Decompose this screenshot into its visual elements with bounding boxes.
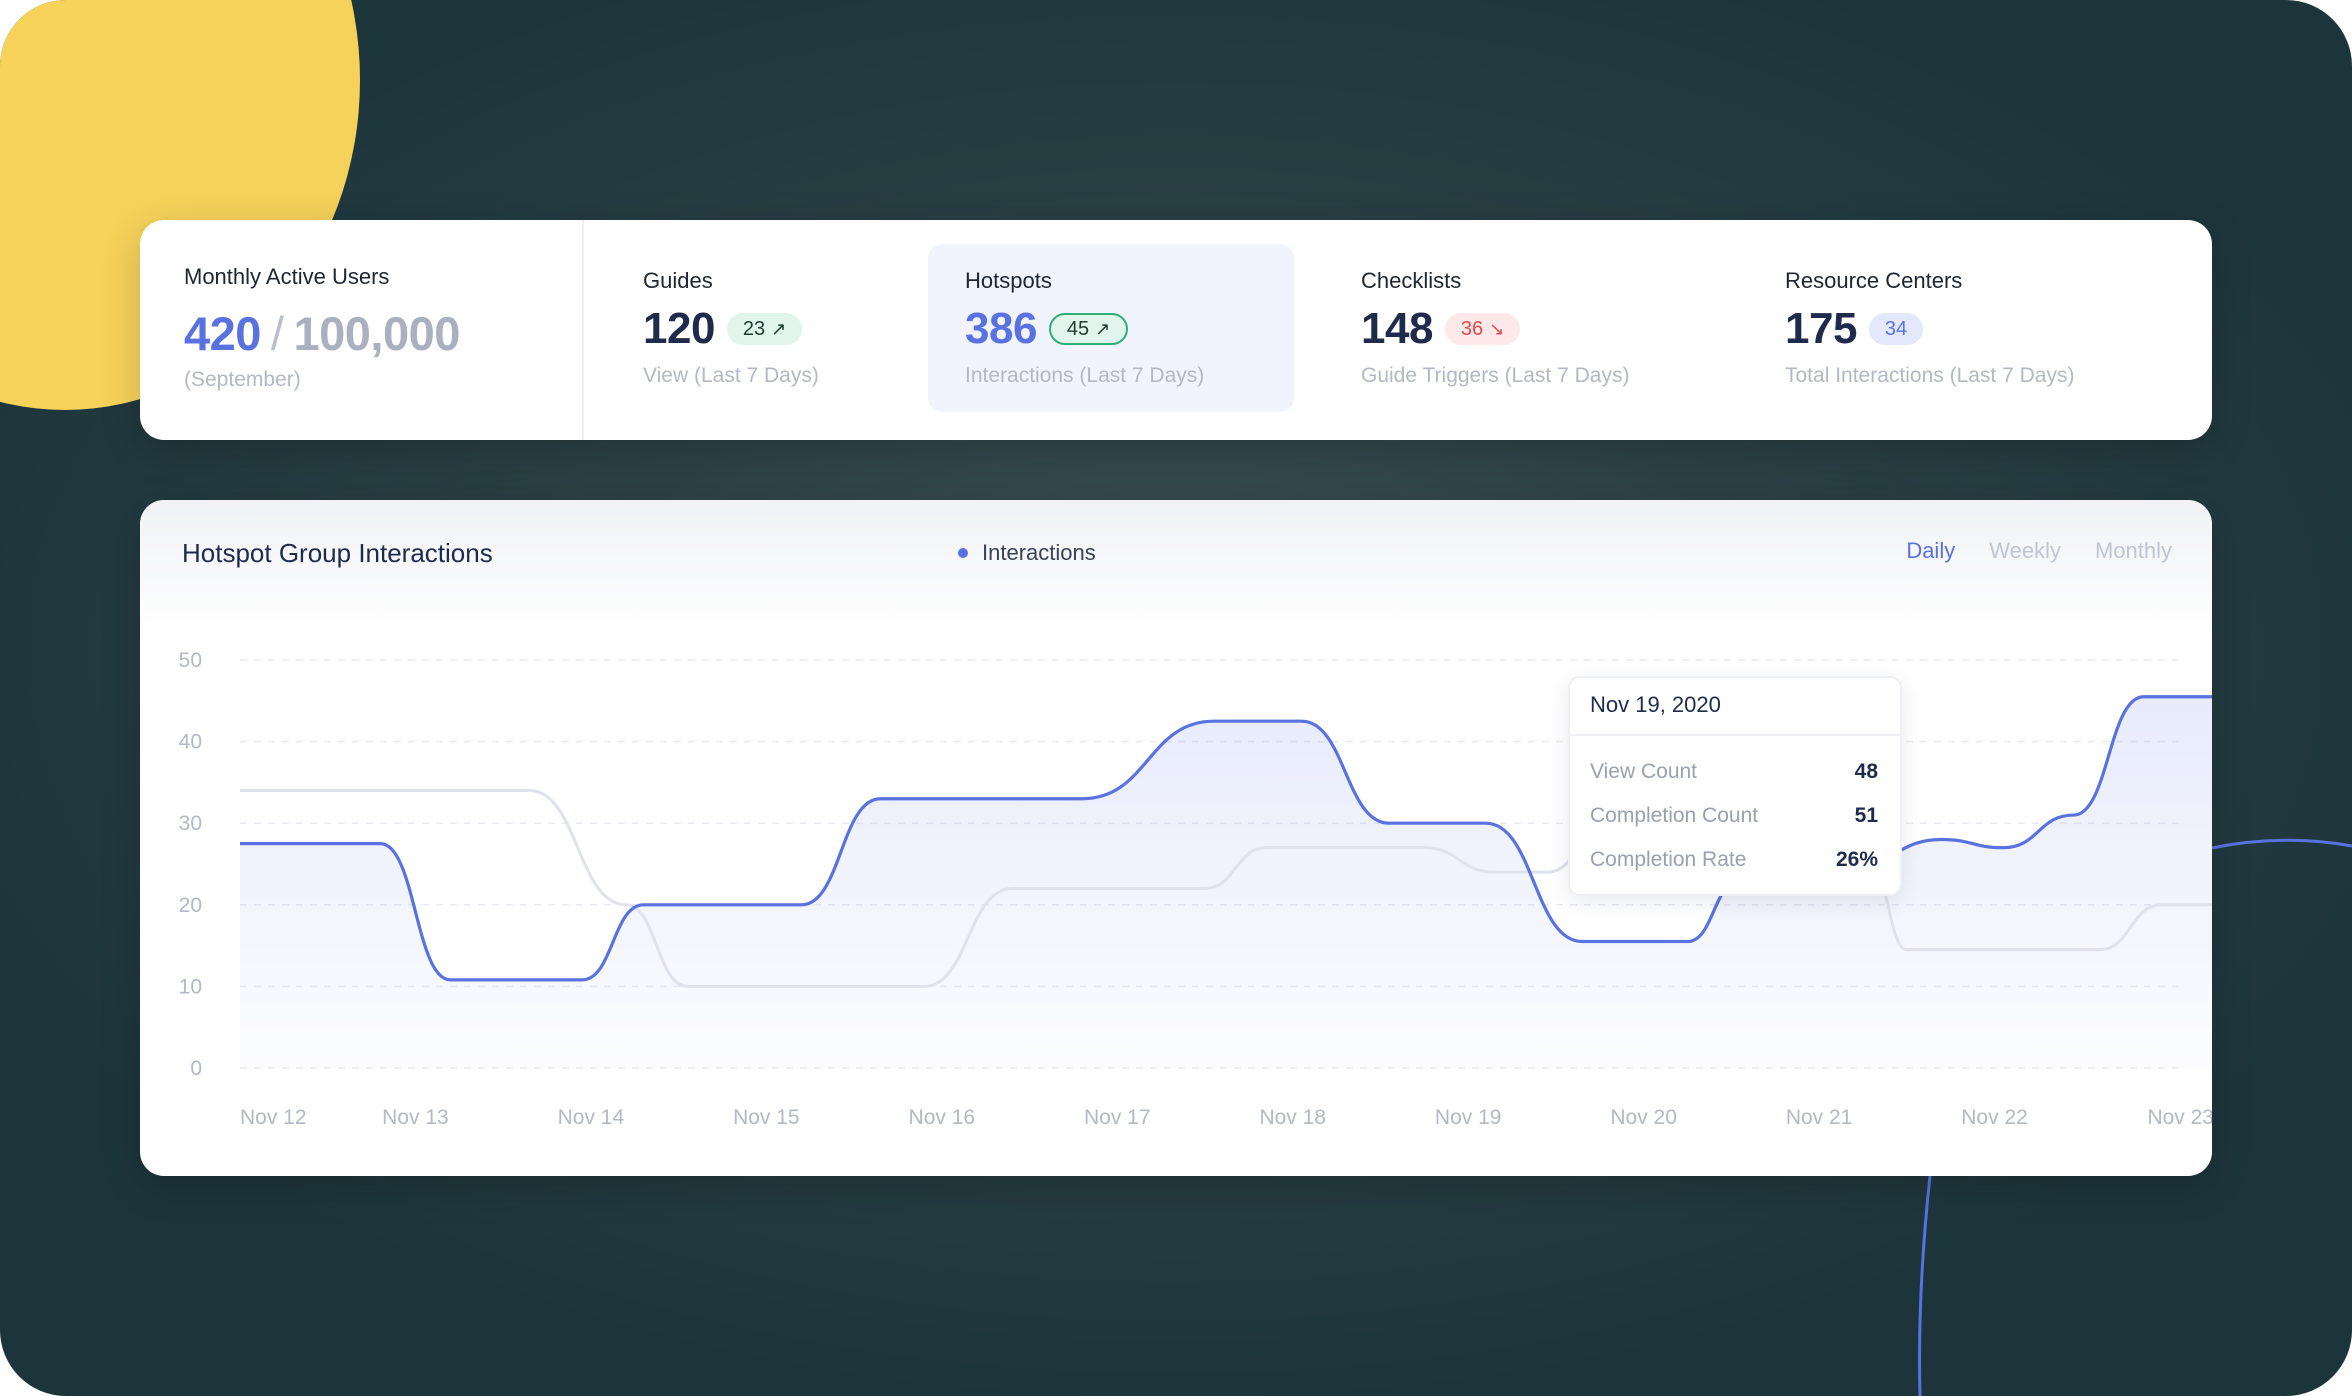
mau-separator: / <box>270 307 284 360</box>
tab-weekly[interactable]: Weekly <box>1989 538 2061 563</box>
y-tick-label: 0 <box>190 1057 202 1080</box>
badge-value: 36 <box>1460 317 1484 340</box>
mau-period: (September) <box>184 368 301 391</box>
y-tick-label: 30 <box>179 812 202 835</box>
badge-value: 34 <box>1884 317 1908 340</box>
stat-sub: View (Last 7 Days) <box>643 364 819 387</box>
header-gradient <box>140 500 2212 640</box>
mau-current: 420 <box>184 307 261 360</box>
tab-monthly[interactable]: Monthly <box>2094 538 2172 563</box>
badge-value: 45 <box>1066 317 1090 340</box>
y-tick-label: 10 <box>179 975 202 998</box>
chart-card: Hotspot Group Interactions Interactions … <box>140 500 2212 1176</box>
mau-value: 420/100,000 <box>184 306 460 361</box>
tooltip-row-view-count: View Count 48 <box>1590 760 1878 784</box>
trend-badge: 23 ↗ <box>726 313 803 345</box>
stat-value: 148 <box>1361 304 1433 353</box>
y-tick-label: 40 <box>179 731 202 754</box>
tooltip-row-completion-rate: Completion Rate 26% <box>1590 848 1878 872</box>
stat-value: 386 <box>965 304 1037 353</box>
divider <box>582 220 584 440</box>
stat-label: Checklists <box>1361 268 1462 293</box>
range-tabs: Daily Weekly Monthly <box>1906 538 2172 564</box>
y-tick-label: 50 <box>179 649 202 672</box>
tab-daily[interactable]: Daily <box>1906 538 1956 563</box>
stat-value: 120 <box>643 304 715 353</box>
x-tick-label: Nov 13 <box>382 1106 449 1129</box>
trend-badge: 45 ↗ <box>1048 313 1129 345</box>
tooltip-key: Completion Count <box>1590 804 1759 827</box>
tooltip-value: 51 <box>1854 804 1878 827</box>
legend-dot-icon <box>958 548 968 558</box>
x-tick-label: Nov 12 <box>240 1106 307 1129</box>
x-tick-label: Nov 16 <box>909 1106 976 1129</box>
tooltip-divider <box>1570 734 1900 736</box>
series-line-previous <box>240 789 2212 988</box>
x-tick-label: Nov 21 <box>1786 1106 1853 1129</box>
y-tick-label: 20 <box>179 894 202 917</box>
trend-badge: 36 ↘ <box>1444 313 1521 345</box>
stat-label: Resource Centers <box>1785 268 1963 293</box>
arrow-up-right-icon: ↗ <box>771 318 787 339</box>
stat-label: Hotspots <box>965 268 1052 293</box>
stats-card: Monthly Active Users 420/100,000 (Septem… <box>140 220 2212 440</box>
badge-value: 23 <box>742 317 766 340</box>
tooltip-value: 26% <box>1835 848 1878 871</box>
mau-total: 100,000 <box>293 307 460 360</box>
x-tick-label: Nov 17 <box>1084 1106 1151 1129</box>
chart-title: Hotspot Group Interactions <box>182 538 493 568</box>
arrow-up-right-icon: ↗ <box>1095 318 1111 339</box>
tooltip-row-completion-count: Completion Count 51 <box>1590 804 1878 828</box>
stat-sub: Interactions (Last 7 Days) <box>965 364 1205 387</box>
x-tick-label: Nov 19 <box>1435 1106 1502 1129</box>
x-tick-label: Nov 15 <box>733 1106 800 1129</box>
chart-tooltip: Nov 19, 2020 View Count 48 Completion Co… <box>1568 676 1902 896</box>
stat-sub: Guide Triggers (Last 7 Days) <box>1361 364 1630 387</box>
tooltip-value: 48 <box>1854 760 1878 783</box>
arrow-down-right-icon: ↘ <box>1489 318 1505 339</box>
chart-legend: Interactions <box>958 540 1096 566</box>
series-area-interactions <box>240 696 2212 1068</box>
tooltip-date: Nov 19, 2020 <box>1590 692 1721 717</box>
trend-badge: 34 <box>1868 313 1924 345</box>
x-tick-label: Nov 20 <box>1610 1106 1677 1129</box>
tooltip-key: View Count <box>1590 760 1698 783</box>
stat-sub: Total Interactions (Last 7 Days) <box>1785 364 2075 387</box>
x-tick-label: Nov 14 <box>558 1106 625 1129</box>
x-tick-label: Nov 22 <box>1961 1106 2028 1129</box>
stat-value: 175 <box>1785 304 1857 353</box>
stat-label: Guides <box>643 268 713 293</box>
legend-label: Interactions <box>982 540 1096 565</box>
x-tick-label: Nov 23 <box>2147 1106 2212 1129</box>
tooltip-key: Completion Rate <box>1590 848 1747 871</box>
x-tick-label: Nov 18 <box>1259 1106 1326 1129</box>
stat-label: Monthly Active Users <box>184 264 390 289</box>
series-line-interactions <box>239 695 2212 982</box>
